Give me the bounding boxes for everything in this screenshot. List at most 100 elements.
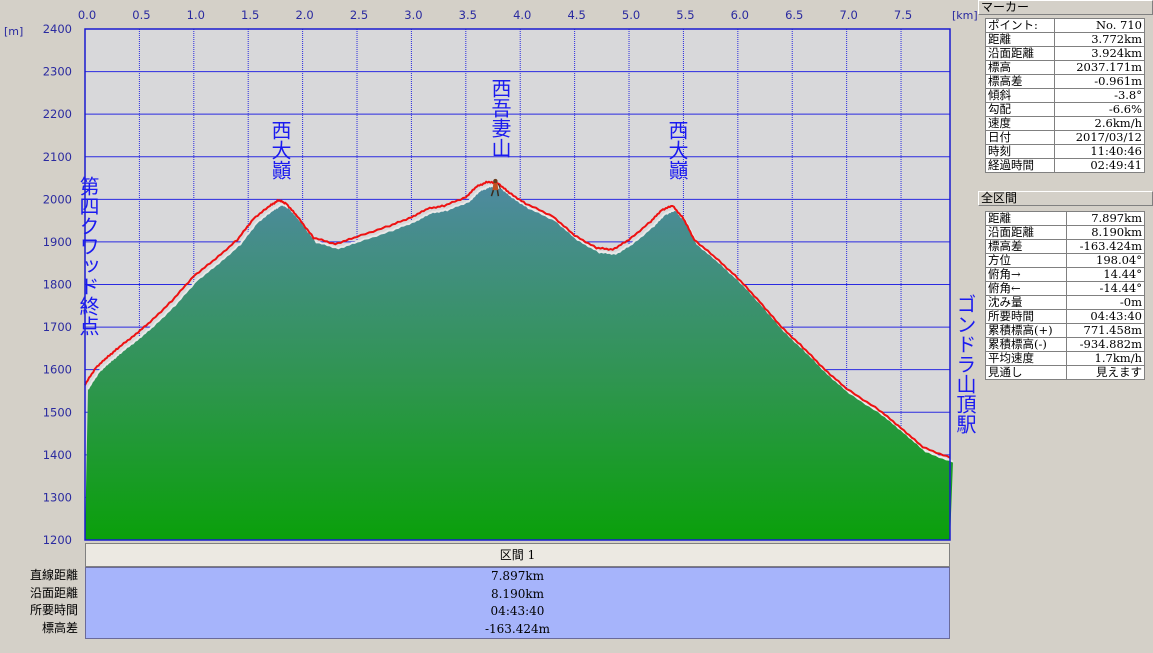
info-row: 沈み量 -0m [985,295,1146,310]
y-tick-label: 2000 [43,192,72,206]
total-section-title: 全区間 [978,191,1153,206]
y-tick-label: 1800 [43,278,72,292]
x-tick-label: 2.0 [295,8,313,22]
info-row: 方位 198.04° [985,253,1146,268]
x-tick-label: 0.5 [132,8,150,22]
y-unit-label: [m] [4,25,23,38]
info-label: 沈み量 [985,295,1067,310]
y-tick-label: 1900 [43,235,72,249]
x-unit-label: [km] [952,9,978,22]
info-value: 04:43:40 [1065,309,1146,324]
info-label: 平均速度 [985,351,1067,366]
info-row: 勾配 -6.6% [984,102,1145,117]
info-row: 標高差 -0.961m [984,74,1145,89]
info-row: 標高差 -163.424m [985,239,1146,254]
info-label: 見通し [985,365,1067,380]
info-row: 沿面距離 3.924km [984,46,1145,61]
info-value: 3.772km [1054,32,1145,47]
info-row: 標高 2037.171m [984,60,1145,75]
info-value: -934.882m [1065,337,1146,352]
info-value: 8.190km [1065,225,1146,240]
info-row: 俯角← -14.44° [985,281,1146,296]
info-label: ポイント: [984,18,1056,33]
section-header-button[interactable]: 区間 1 [85,543,950,567]
info-value: 7.897km [1065,211,1146,226]
info-value: 1.7km/h [1065,351,1146,366]
info-value: 771.458m [1065,323,1146,338]
section-value: 8.190km [490,586,544,601]
x-tick-label: 3.5 [459,8,477,22]
info-row: 日付 2017/03/12 [984,130,1145,145]
info-label: 所要時間 [985,309,1067,324]
info-row: 累積標高(+) 771.458m [985,323,1146,338]
y-tick-label: 1500 [43,405,72,419]
info-value: -6.6% [1054,102,1145,117]
y-tick-label: 1200 [43,533,72,545]
info-row: 沿面距離 8.190km [985,225,1146,240]
info-value: -0m [1065,295,1146,310]
y-tick-label: 1400 [43,448,72,462]
info-value: No. 710 [1054,18,1145,33]
info-row: 俯角→ 14.44° [985,267,1146,282]
x-tick-label: 6.0 [731,8,749,22]
y-tick-label: 2100 [43,150,72,164]
info-panel: マーカー ポイント: No. 710 距離 3.772km 沿面距離 3.924km 標高 2… [978,0,1153,653]
section-label: 直線距離 [29,568,78,582]
marker-section-title: マーカー [978,0,1153,15]
info-label: 日付 [984,130,1056,145]
x-tick-label: 7.0 [839,8,857,22]
x-tick-label: 1.0 [187,8,205,22]
info-value: 見えます [1065,365,1146,380]
info-label: 勾配 [984,102,1056,117]
y-tick-labels: 2400 2300 2200 2100 2000 1900 1800 1700 1600 1500… [43,22,72,545]
info-value: 2017/03/12 [1054,130,1145,145]
info-value: 02:49:41 [1054,158,1145,173]
section-value: 04:43:40 [490,604,545,618]
info-label: 標高差 [984,74,1056,89]
info-row: 所要時間 04:43:40 [985,309,1146,324]
section-label: 標高差 [41,620,78,635]
info-value: -0.961m [1054,74,1145,89]
info-label: 沿面距離 [985,225,1067,240]
marker-info-table: ポイント: No. 710 距離 3.772km 沿面距離 3.924km 標高 2037.1… [984,18,1145,173]
info-row: 距離 7.897km [985,211,1146,226]
label-peak-nishidaiten-2: 西大巓 [665,120,689,180]
y-tick-label: 2300 [43,65,72,79]
info-value: 2037.171m [1054,60,1145,75]
info-row: 経過時間 02:49:41 [984,158,1145,173]
info-value: -163.424m [1065,239,1146,254]
label-end-point: ゴンドラ山頂駅 [953,294,977,434]
info-label: 俯角→ [985,267,1067,282]
info-label: 標高 [984,60,1056,75]
info-label: 俯角← [985,281,1067,296]
x-tick-label: 0.0 [78,8,96,22]
hiker-marker-icon[interactable] [490,178,501,197]
info-row: 速度 2.6km/h [984,116,1145,131]
label-peak-nishidaiten-1: 西大巓 [268,120,292,180]
info-row: 時刻 11:40:46 [984,144,1145,159]
info-value: 11:40:46 [1054,144,1145,159]
info-label: 距離 [985,211,1067,226]
label-peak-nishiazuma: 西吾妻山 [488,78,512,158]
info-row: 累積標高(-) -934.882m [985,337,1146,352]
y-tick-label: 2400 [43,22,72,36]
x-tick-label: 2.5 [350,8,368,22]
info-value: -14.44° [1065,281,1146,296]
x-tick-label: 5.5 [676,8,694,22]
info-row: ポイント: No. 710 [984,18,1145,33]
info-label: 速度 [984,116,1056,131]
y-tick-label: 1700 [43,320,72,334]
info-value: 14.44° [1065,267,1146,282]
x-tick-label: 4.0 [513,8,531,22]
info-label: 経過時間 [984,158,1056,173]
x-tick-label: 5.0 [622,8,640,22]
info-label: 標高差 [985,239,1067,254]
info-value: 3.924km [1054,46,1145,61]
info-row: 見通し 見えます [985,365,1146,380]
info-label: 沿面距離 [984,46,1056,61]
info-value: -3.8° [1054,88,1145,103]
info-label: 距離 [984,32,1056,47]
section-label: 所要時間 [29,603,78,617]
info-label: 累積標高(+) [985,323,1067,338]
info-label: 累積標高(-) [985,337,1067,352]
